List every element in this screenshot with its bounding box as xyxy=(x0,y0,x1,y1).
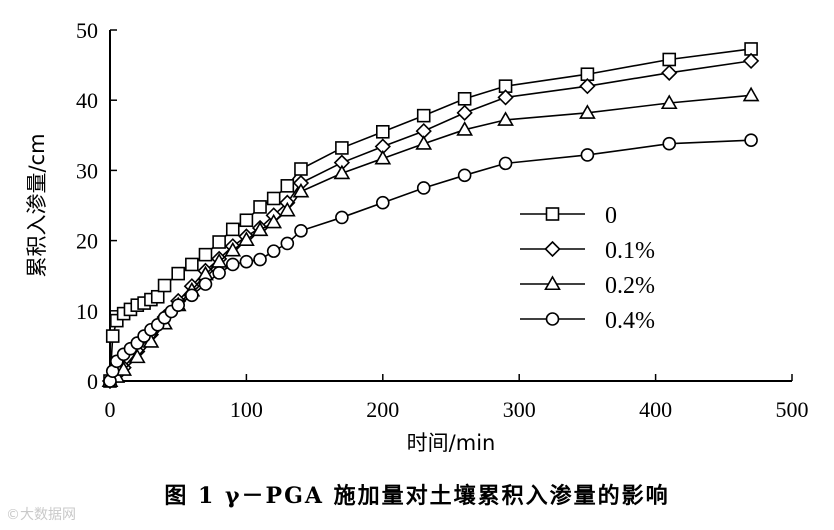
data-point xyxy=(333,164,351,180)
data-point xyxy=(157,278,172,293)
data-point xyxy=(198,277,213,291)
x-tick-label: 300 xyxy=(503,397,536,422)
legend-label: 0.4% xyxy=(605,308,655,334)
data-point xyxy=(416,181,431,195)
series-circle xyxy=(103,133,758,388)
watermark: ©大数据网 xyxy=(6,507,76,523)
data-point xyxy=(742,52,760,70)
y-tick-label: 0 xyxy=(87,369,98,394)
data-point xyxy=(251,221,269,237)
data-point xyxy=(662,136,677,151)
data-point xyxy=(294,162,308,176)
legend-label: 0 xyxy=(605,203,617,229)
y-tick-label: 30 xyxy=(76,158,98,183)
series-layer xyxy=(101,42,760,390)
legend-marker xyxy=(544,275,561,291)
data-point xyxy=(456,104,473,121)
x-axis-title: 时间/min xyxy=(407,431,496,455)
data-point xyxy=(253,200,267,214)
legend-entry: 0.1% xyxy=(520,238,655,264)
data-point xyxy=(662,52,677,67)
series-triangle xyxy=(101,86,760,388)
figure-caption: 图 1 γ－PGA 施加量对土壤累积入渗量的影响 xyxy=(164,483,670,509)
legend-entry: 0.4% xyxy=(520,308,655,334)
data-point xyxy=(239,213,254,228)
data-point xyxy=(579,104,596,119)
data-point xyxy=(374,149,392,165)
data-point xyxy=(265,213,283,229)
legend: 0 0.1% 0.2% 0.4% xyxy=(520,203,655,334)
legend-label: 0.1% xyxy=(605,238,655,264)
y-tick-label: 50 xyxy=(76,18,98,43)
x-tick-label: 200 xyxy=(366,397,399,422)
data-point xyxy=(105,329,120,343)
data-point xyxy=(253,252,267,267)
data-point xyxy=(280,236,295,251)
data-point xyxy=(742,86,760,102)
legend-marker xyxy=(544,240,561,258)
data-point xyxy=(457,91,472,106)
data-point xyxy=(212,235,226,249)
data-point xyxy=(660,94,678,110)
x-tick-label: 100 xyxy=(230,397,263,422)
data-point xyxy=(225,257,240,272)
x-tick-label: 0 xyxy=(105,397,116,422)
data-point xyxy=(661,64,678,81)
data-point xyxy=(238,231,255,246)
data-point xyxy=(335,141,349,155)
data-point xyxy=(224,241,242,257)
legend-marker xyxy=(545,312,560,326)
data-point xyxy=(457,168,472,183)
x-tick-label: 500 xyxy=(776,397,809,422)
data-point xyxy=(580,148,595,162)
legend-entry: 0.2% xyxy=(520,273,655,299)
data-point xyxy=(171,266,185,281)
x-tick-label: 400 xyxy=(639,397,672,422)
data-point xyxy=(171,298,185,312)
data-point xyxy=(498,156,513,171)
data-point xyxy=(128,348,146,364)
data-point xyxy=(456,121,474,136)
data-point xyxy=(744,133,758,148)
y-tick-label: 20 xyxy=(76,229,98,254)
data-point xyxy=(280,179,295,193)
data-point xyxy=(225,222,240,237)
data-point xyxy=(415,135,433,150)
data-point xyxy=(278,201,296,217)
data-point xyxy=(266,244,281,258)
data-point xyxy=(185,257,199,272)
legend-marker xyxy=(545,207,560,221)
data-point xyxy=(335,210,349,225)
data-point xyxy=(416,108,431,123)
data-point xyxy=(185,288,199,303)
data-point xyxy=(497,89,514,106)
data-point xyxy=(292,182,310,198)
data-point xyxy=(266,191,281,206)
data-point xyxy=(198,247,213,262)
data-point xyxy=(375,124,390,139)
series-square xyxy=(103,42,758,388)
legend-label: 0.2% xyxy=(605,273,655,299)
data-point xyxy=(239,254,254,269)
data-point xyxy=(579,78,596,95)
data-point xyxy=(115,361,133,376)
data-point xyxy=(294,223,308,238)
data-point xyxy=(497,111,514,126)
legend-entry: 0 xyxy=(520,203,617,229)
data-point xyxy=(212,266,226,280)
data-point xyxy=(375,195,390,210)
y-tick-label: 10 xyxy=(76,299,98,324)
y-axis-title: 累积入渗量/cm xyxy=(25,133,49,277)
data-point xyxy=(150,289,165,304)
y-tick-label: 40 xyxy=(76,88,98,113)
